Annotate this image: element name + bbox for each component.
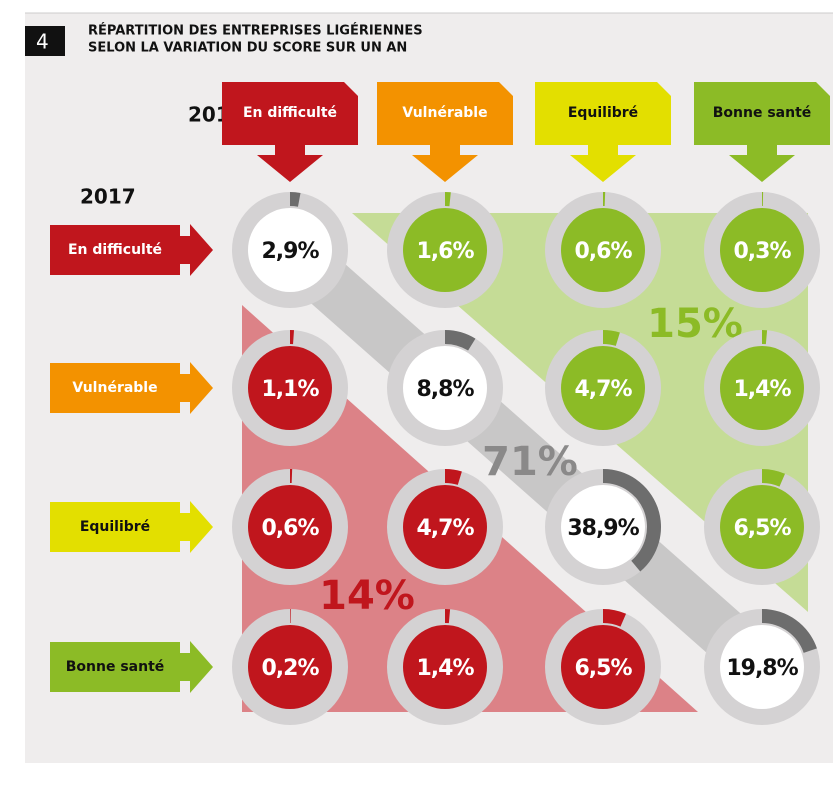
row-header-box [50,641,213,693]
donut-arc [762,192,764,207]
value-label: 4,7% [416,516,474,541]
donut-arc [603,330,620,346]
value-label: 0,3% [733,239,791,264]
value-label: 0,2% [261,656,319,681]
donut-center [403,625,487,709]
donut-center [248,485,332,569]
row-header: Equilibré [80,519,150,535]
badge-box [25,26,65,56]
group-total: 71% [482,439,578,485]
column-header-box [377,82,513,182]
value-label: 6,5% [574,656,632,681]
donut-arc [603,192,606,207]
title-line: SELON LA VARIATION DU SCORE SUR UN AN [88,41,407,56]
donut-center [403,208,487,292]
donut-arc [445,609,451,624]
column-header-box [535,82,671,182]
value-label: 8,8% [416,377,474,402]
value-label: 1,1% [261,377,319,402]
donut-center [403,485,487,569]
row-header: Vulnérable [72,380,157,396]
donut-center [561,625,645,709]
row-header-box [50,501,213,553]
value-label: 2,9% [261,239,319,264]
row-header-box [50,362,213,414]
row-header: Bonne santé [66,659,165,675]
title-line: RÉPARTITION DES ENTREPRISES LIGÉRIENNES [88,23,423,39]
row-header-box [50,224,213,276]
group-total: 14% [319,573,415,619]
donut-arc [445,330,476,351]
donut-arc [290,330,295,345]
donut-center [403,346,487,430]
donut-center [720,208,804,292]
value-label: 1,4% [416,656,474,681]
donut-center [720,485,804,569]
value-label: 4,7% [574,377,632,402]
badge: 4 [36,30,49,54]
value-label: 0,6% [261,516,319,541]
donut-arc [762,609,817,653]
value-label: 0,6% [574,239,632,264]
column-header: En difficulté [243,105,337,121]
donut-center [248,625,332,709]
value-label: 19,8% [726,656,798,681]
matrix: En difficulté Vulnérable Equilibré Bonne sa… [50,82,830,725]
donut-arc [603,469,661,572]
column-header-box [694,82,830,182]
donut-arc [290,192,301,207]
donut-center [720,346,804,430]
donut-center [248,208,332,292]
donut-center [248,346,332,430]
column-header-box [222,82,358,182]
row-header: En difficulté [68,242,162,258]
donut-center [561,208,645,292]
value-label: 6,5% [733,516,791,541]
donut-center [561,346,645,430]
row-axis-label: 2017 [80,185,136,209]
diagonal-band [272,230,780,687]
column-header: Equilibré [568,105,638,121]
group-total: 15% [647,301,743,347]
value-label: 1,6% [416,239,474,264]
donut-center [561,485,645,569]
donut-arc [445,469,462,485]
column-header: Bonne santé [713,105,812,121]
donut-center [720,625,804,709]
donut-arc [762,469,786,487]
value-label: 1,4% [733,377,791,402]
value-label: 38,9% [567,516,639,541]
column-header: Vulnérable [402,105,487,121]
donut-arc [603,609,627,627]
donut-arc [290,609,291,624]
donut-arc [762,330,768,345]
donut-arc [445,192,451,207]
donut-arc [290,469,293,484]
